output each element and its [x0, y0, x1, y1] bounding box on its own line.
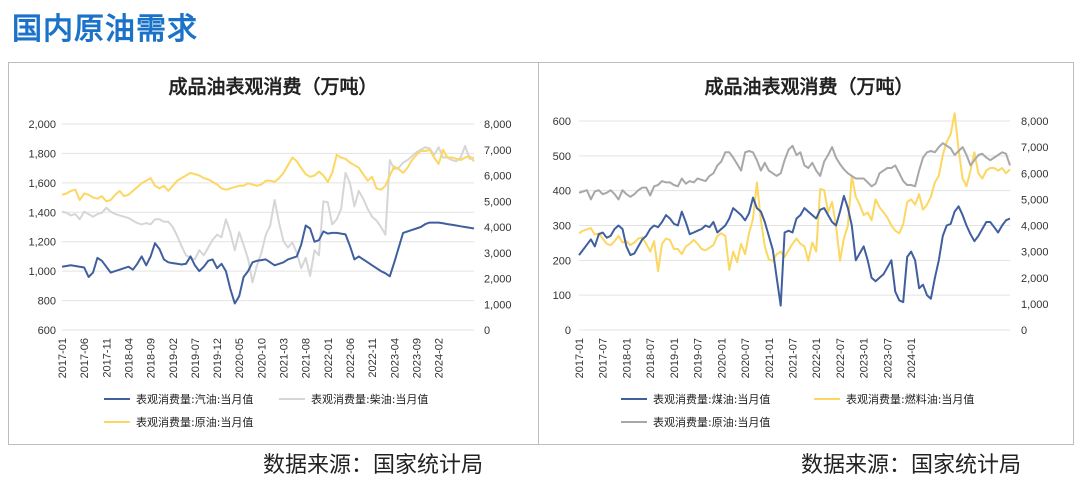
x-tick-label: 2019-02: [168, 338, 180, 378]
x-tick-label: 2018-01: [621, 338, 633, 378]
x-tick-label: 2022-01: [811, 338, 823, 378]
legend-label: 表观消费量:原油:当月值: [653, 415, 770, 429]
chart-title: 成品油表观消费（万吨）: [704, 75, 913, 98]
chart-panel-right: 成品油表观消费（万吨） 0 100 200 300 400 500 600 0 1,000 2,00…: [538, 62, 1074, 445]
x-tick-label: 2023-01: [859, 338, 871, 378]
y-left-tick-label: 1,600: [28, 178, 56, 190]
legend-label: 表观消费量:燃料油:当月值: [846, 392, 974, 406]
x-tick-label: 2020-05: [234, 338, 246, 378]
legend-label: 表观消费量:原油:当月值: [136, 415, 253, 429]
y-right-tick-label: 0: [1021, 325, 1027, 337]
chart-panel-left: 成品油表观消费（万吨） 600 800 1,000 1,200 1,400 1,600 1,8…: [8, 62, 539, 445]
page-title: 国内原油需求: [12, 12, 198, 47]
y-left-tick-label: 400: [553, 186, 571, 198]
x-tick-label: 2023-09: [411, 338, 423, 378]
y-right-tick-label: 3,000: [484, 248, 512, 260]
source-note-left: 数据来源：国家统计局: [263, 453, 484, 478]
y-left-tick-label: 1,400: [28, 207, 56, 219]
series-line-2: [61, 144, 475, 284]
x-tick-label: 2019-12: [212, 338, 224, 378]
legend-label: 表观消费量:煤油:当月值: [653, 392, 770, 406]
x-tick-label: 2020-01: [716, 338, 728, 378]
series-line-3: [61, 148, 475, 203]
x-tick-label: 2021-07: [788, 338, 800, 378]
y-right-tick-label: 1,000: [484, 299, 512, 311]
y-right-tick-label: 5,000: [484, 196, 512, 208]
x-tick-label: 2021-03: [279, 338, 291, 378]
series-line-1: [61, 221, 475, 305]
y-right-tick-label: 6,000: [1021, 168, 1049, 180]
y-left-tick-label: 200: [553, 255, 571, 267]
x-tick-label: 2017-11: [101, 338, 113, 378]
y-left-tick-label: 1,200: [28, 237, 56, 249]
x-tick-label: 2017-07: [598, 338, 610, 378]
x-tick-label: 2021-01: [764, 338, 776, 378]
y-left-tick-label: 600: [553, 116, 571, 128]
y-left-tick-label: 2,000: [28, 119, 56, 131]
x-tick-label: 2019-07: [190, 338, 202, 378]
y-left-tick-label: 300: [553, 221, 571, 233]
chart-right: 成品油表观消费（万吨） 0 100 200 300 400 500 600 0 1,000 2,00…: [553, 75, 1049, 429]
y-left-tick-label: 1,800: [28, 148, 56, 160]
y-right-tick-label: 1,000: [1021, 299, 1049, 311]
x-tick-label: 2020-07: [740, 338, 752, 378]
x-tick-label: 2023-04: [389, 338, 401, 378]
y-right-tick-label: 7,000: [484, 145, 512, 157]
series-line-1: [578, 194, 1011, 307]
x-tick-label: 2019-01: [669, 338, 681, 378]
x-tick-label: 2017-01: [57, 338, 69, 378]
y-right-tick-label: 8,000: [484, 119, 512, 131]
x-tick-label: 2017-06: [79, 338, 91, 378]
y-right-tick-label: 4,000: [1021, 221, 1049, 233]
x-tick-label: 2019-07: [693, 338, 705, 378]
chart-title: 成品油表观消费（万吨）: [168, 75, 377, 98]
legend-label: 表观消费量:柴油:当月值: [311, 392, 428, 406]
x-tick-label: 2021-08: [301, 338, 313, 378]
y-right-tick-label: 2,000: [1021, 273, 1049, 285]
x-tick-label: 2024-01: [906, 338, 918, 378]
y-left-tick-label: 0: [565, 325, 571, 337]
y-right-tick-label: 6,000: [484, 171, 512, 183]
y-right-tick-label: 2,000: [484, 274, 512, 286]
y-right-tick-label: 3,000: [1021, 247, 1049, 259]
y-left-tick-label: 600: [38, 325, 56, 337]
x-tick-label: 2023-07: [882, 338, 894, 378]
x-tick-label: 2022-11: [367, 338, 379, 378]
y-right-tick-label: 8,000: [1021, 116, 1049, 128]
y-left-tick-label: 100: [553, 290, 571, 302]
y-right-tick-label: 0: [484, 325, 490, 337]
series-line-3: [578, 142, 1011, 201]
x-tick-label: 2024-02: [434, 338, 446, 378]
x-tick-label: 2022-06: [345, 338, 357, 378]
y-left-tick-label: 500: [553, 151, 571, 163]
x-tick-label: 2020-10: [256, 338, 268, 378]
source-note-right: 数据来源：国家统计局: [801, 453, 1022, 478]
y-right-tick-label: 7,000: [1021, 142, 1049, 154]
x-tick-label: 2018-09: [146, 338, 158, 378]
y-left-tick-label: 800: [38, 296, 56, 308]
x-tick-label: 2018-04: [123, 338, 135, 378]
series-line-2: [578, 112, 1011, 273]
x-tick-label: 2022-07: [835, 338, 847, 378]
x-tick-label: 2017-01: [574, 338, 586, 378]
x-tick-label: 2022-01: [323, 338, 335, 378]
y-right-tick-label: 5,000: [1021, 194, 1049, 206]
legend-label: 表观消费量:汽油:当月值: [136, 392, 253, 406]
y-right-tick-label: 4,000: [484, 222, 512, 234]
chart-left: 成品油表观消费（万吨） 600 800 1,000 1,200 1,400 1,600 1,8…: [28, 75, 512, 429]
x-tick-label: 2018-07: [645, 338, 657, 378]
y-left-tick-label: 1,000: [28, 266, 56, 278]
